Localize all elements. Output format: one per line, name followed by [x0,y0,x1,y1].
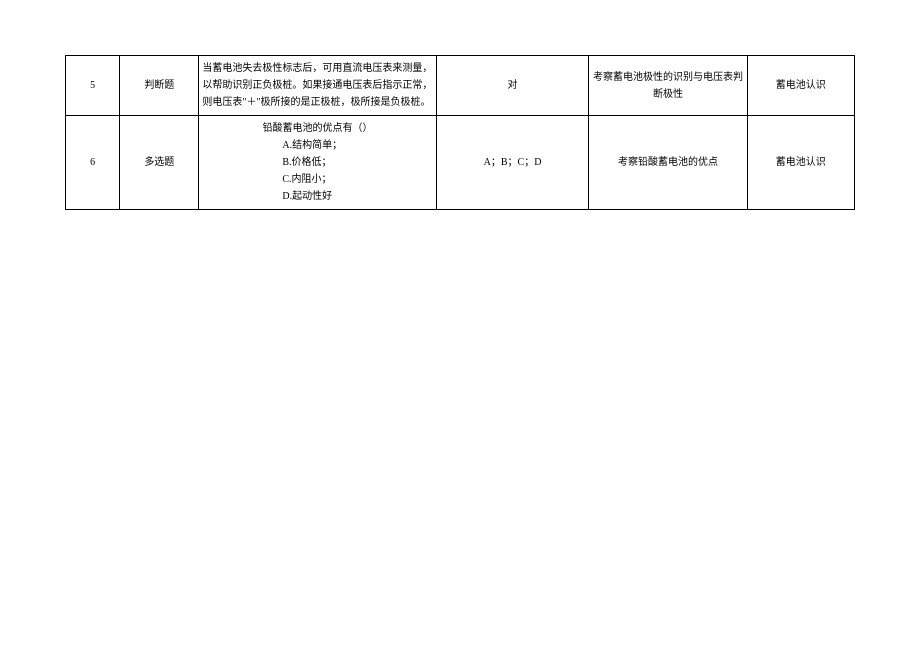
cell-question: 铅酸蓄电池的优点有（） A.结构简单； B.价格低； C.内阻小； D.起动性好 [199,116,436,210]
question-option: C.内阻小； [202,171,432,188]
question-head: 铅酸蓄电池的优点有（） [202,120,432,137]
cell-knowledge: 蓄电池认识 [747,116,854,210]
cell-type: 多选题 [120,116,199,210]
cell-answer: A；B；C；D [436,116,589,210]
page-container: 5 判断题 当蓄电池失去极性标志后，可用直流电压表来测量，以帮助识别正负极桩。如… [0,0,920,210]
question-option: A.结构简单； [202,137,432,154]
cell-num: 6 [66,116,120,210]
cell-type: 判断题 [120,56,199,116]
table-row: 5 判断题 当蓄电池失去极性标志后，可用直流电压表来测量，以帮助识别正负极桩。如… [66,56,855,116]
cell-knowledge: 蓄电池认识 [747,56,854,116]
cell-exam-point: 考察蓄电池极性的识别与电压表判断极性 [589,56,747,116]
question-option: D.起动性好 [202,188,432,205]
table-row: 6 多选题 铅酸蓄电池的优点有（） A.结构简单； B.价格低； C.内阻小； … [66,116,855,210]
cell-num: 5 [66,56,120,116]
cell-question: 当蓄电池失去极性标志后，可用直流电压表来测量，以帮助识别正负极桩。如果接通电压表… [199,56,436,116]
question-table: 5 判断题 当蓄电池失去极性标志后，可用直流电压表来测量，以帮助识别正负极桩。如… [65,55,855,210]
cell-exam-point: 考察铅酸蓄电池的优点 [589,116,747,210]
cell-answer: 对 [436,56,589,116]
question-option: B.价格低； [202,154,432,171]
